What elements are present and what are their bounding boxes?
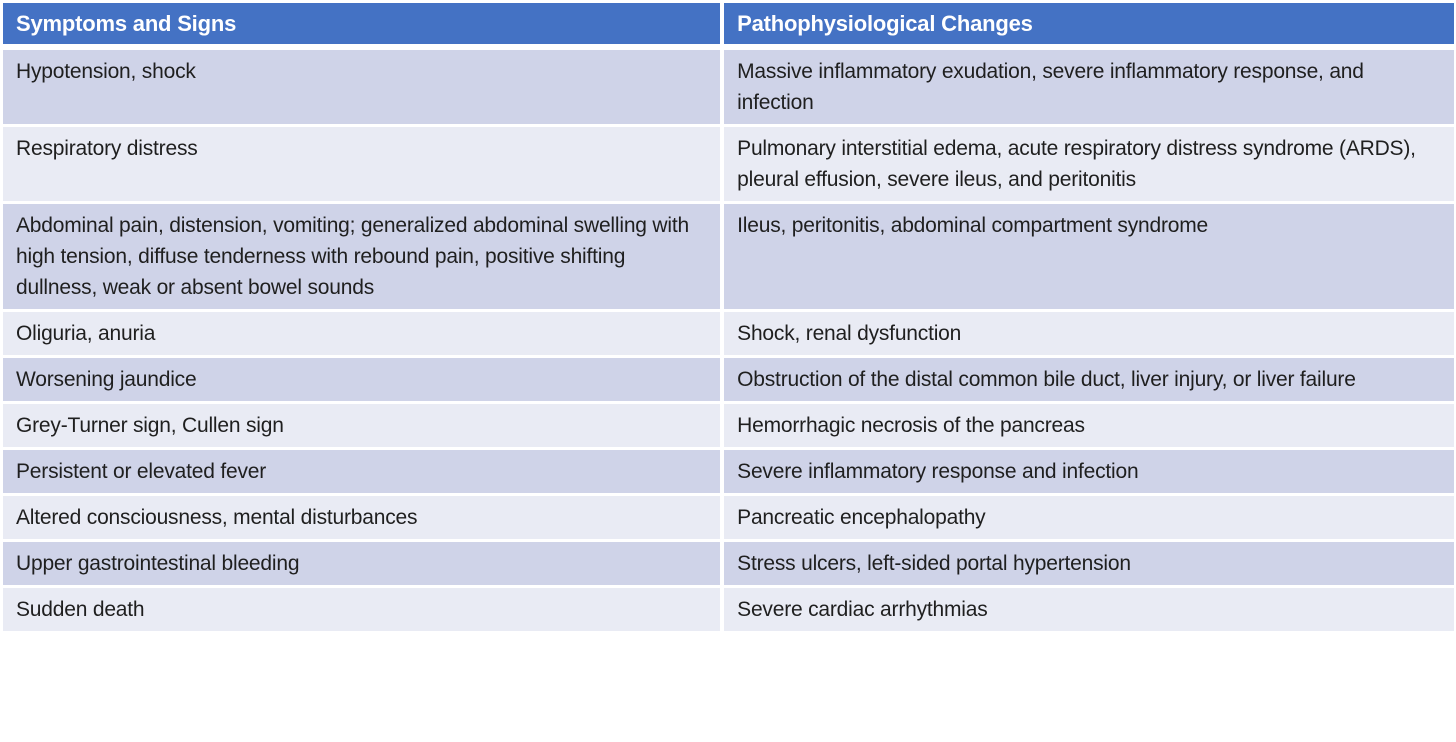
changes-cell: Shock, renal dysfunction bbox=[724, 312, 1454, 358]
table-row: Abdominal pain, distension, vomiting; ge… bbox=[3, 204, 1454, 312]
table-row: Oliguria, anuria Shock, renal dysfunctio… bbox=[3, 312, 1454, 358]
changes-cell: Massive inflammatory exudation, severe i… bbox=[724, 50, 1454, 127]
symptoms-cell: Sudden death bbox=[3, 588, 725, 631]
symptoms-cell: Altered consciousness, mental disturbanc… bbox=[3, 496, 725, 542]
changes-cell: Ileus, peritonitis, abdominal compartmen… bbox=[724, 204, 1454, 312]
header-row: Symptoms and Signs Pathophysiological Ch… bbox=[3, 3, 1454, 50]
changes-cell: Severe cardiac arrhythmias bbox=[724, 588, 1454, 631]
column-header-symptoms: Symptoms and Signs bbox=[3, 3, 725, 50]
symptoms-cell: Respiratory distress bbox=[3, 127, 725, 204]
symptoms-pathophysiology-table: Symptoms and Signs Pathophysiological Ch… bbox=[3, 3, 1454, 631]
table-row: Altered consciousness, mental disturbanc… bbox=[3, 496, 1454, 542]
symptoms-cell: Oliguria, anuria bbox=[3, 312, 725, 358]
table-row: Upper gastrointestinal bleeding Stress u… bbox=[3, 542, 1454, 588]
changes-cell: Obstruction of the distal common bile du… bbox=[724, 358, 1454, 404]
changes-cell: Severe inflammatory response and infecti… bbox=[724, 450, 1454, 496]
symptoms-cell: Upper gastrointestinal bleeding bbox=[3, 542, 725, 588]
table-row: Respiratory distress Pulmonary interstit… bbox=[3, 127, 1454, 204]
column-header-changes: Pathophysiological Changes bbox=[724, 3, 1454, 50]
symptoms-cell: Persistent or elevated fever bbox=[3, 450, 725, 496]
table-row: Hypotension, shock Massive inflammatory … bbox=[3, 50, 1454, 127]
symptoms-cell: Grey-Turner sign, Cullen sign bbox=[3, 404, 725, 450]
table-row: Grey-Turner sign, Cullen sign Hemorrhagi… bbox=[3, 404, 1454, 450]
symptoms-cell: Hypotension, shock bbox=[3, 50, 725, 127]
symptoms-cell: Worsening jaundice bbox=[3, 358, 725, 404]
table-row: Sudden death Severe cardiac arrhythmias bbox=[3, 588, 1454, 631]
symptoms-cell: Abdominal pain, distension, vomiting; ge… bbox=[3, 204, 725, 312]
table-row: Worsening jaundice Obstruction of the di… bbox=[3, 358, 1454, 404]
changes-cell: Hemorrhagic necrosis of the pancreas bbox=[724, 404, 1454, 450]
changes-cell: Pulmonary interstitial edema, acute resp… bbox=[724, 127, 1454, 204]
table-row: Persistent or elevated fever Severe infl… bbox=[3, 450, 1454, 496]
changes-cell: Pancreatic encephalopathy bbox=[724, 496, 1454, 542]
changes-cell: Stress ulcers, left-sided portal hyperte… bbox=[724, 542, 1454, 588]
